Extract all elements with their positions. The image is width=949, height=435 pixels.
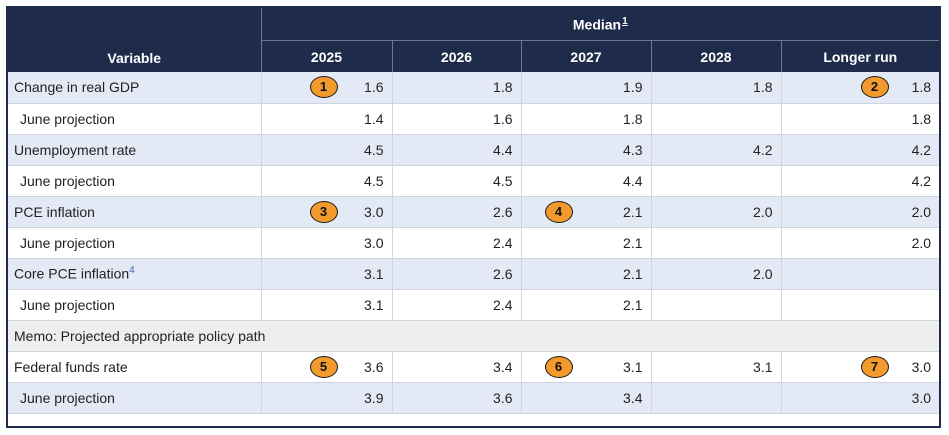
value-cell: 4.2 bbox=[780, 165, 939, 197]
value-cell: 1.8 bbox=[520, 103, 651, 135]
table-row-real-gdp: Change in real GDP 1 1.6 1.8 1.9 1.8 2 1.8 bbox=[8, 72, 939, 104]
value-cell: 1.6 bbox=[391, 103, 521, 135]
value-cell bbox=[650, 382, 781, 414]
value-cell: 2.6 bbox=[391, 196, 521, 228]
value-cell: 4 2.1 bbox=[520, 196, 651, 228]
callout-badge: 3 bbox=[309, 200, 338, 223]
row-label: Core PCE inflation4 bbox=[8, 258, 261, 290]
variable-column-header: Variable bbox=[8, 8, 261, 72]
value-cell: 2.0 bbox=[650, 196, 781, 228]
table-row-june-projection: June projection 3.9 3.6 3.4 3.0 bbox=[8, 382, 939, 414]
col-header-longer-run: Longer run bbox=[780, 40, 939, 72]
row-label: Federal funds rate bbox=[8, 351, 261, 383]
value-cell: 3.0 bbox=[780, 382, 939, 414]
median-header: Median1 bbox=[260, 8, 939, 41]
value-cell: 2 1.8 bbox=[780, 72, 939, 104]
median-footnote-link[interactable]: 1 bbox=[622, 15, 628, 27]
value-cell: 4.5 bbox=[260, 165, 392, 197]
value-cell: 7 3.0 bbox=[780, 351, 939, 383]
median-label: Median bbox=[572, 16, 622, 33]
value-cell: 4.4 bbox=[391, 134, 521, 166]
value-cell: 4.3 bbox=[520, 134, 651, 166]
value-cell: 6 3.1 bbox=[520, 351, 651, 383]
value-cell bbox=[650, 227, 781, 259]
table-row-unemployment: Unemployment rate 4.5 4.4 4.3 4.2 4.2 bbox=[8, 134, 939, 166]
value-cell: 4.5 bbox=[260, 134, 392, 166]
cell-value: 3.1 bbox=[623, 358, 643, 375]
table-row-federal-funds-rate: Federal funds rate 5 3.6 3.4 6 3.1 3.1 7 3.… bbox=[8, 351, 939, 383]
value-cell: 2.1 bbox=[520, 227, 651, 259]
col-header-2025: 2025 bbox=[260, 40, 392, 72]
table-row-pce-inflation: PCE inflation 3 3.0 2.6 4 2.1 2.0 2.0 bbox=[8, 196, 939, 228]
value-cell bbox=[650, 289, 781, 321]
value-cell: 3.1 bbox=[260, 258, 392, 290]
col-header-2027: 2027 bbox=[520, 40, 651, 72]
value-cell: 3.6 bbox=[391, 382, 521, 414]
value-cell: 3.1 bbox=[650, 351, 781, 383]
value-cell: 4.2 bbox=[650, 134, 781, 166]
projections-table: Variable Median1 2025 2026 2027 2028 Lon… bbox=[8, 8, 939, 414]
callout-badge: 5 bbox=[309, 355, 338, 378]
value-cell: 1 1.6 bbox=[260, 72, 392, 104]
table-row-june-projection: June projection 4.5 4.5 4.4 4.2 bbox=[8, 165, 939, 197]
table-row-june-projection: June projection 1.4 1.6 1.8 1.8 bbox=[8, 103, 939, 135]
value-cell: 5 3.6 bbox=[260, 351, 392, 383]
row-label-text: Core PCE inflation bbox=[14, 265, 130, 282]
value-cell: 2.1 bbox=[520, 258, 651, 290]
value-cell: 4.2 bbox=[780, 134, 939, 166]
projections-table-frame: Variable Median1 2025 2026 2027 2028 Lon… bbox=[6, 6, 941, 428]
row-label: PCE inflation bbox=[8, 196, 261, 228]
table-row-june-projection: June projection 3.0 2.4 2.1 2.0 bbox=[8, 227, 939, 259]
cell-value: 3.0 bbox=[364, 203, 384, 220]
col-header-2026: 2026 bbox=[391, 40, 521, 72]
row-label: Change in real GDP bbox=[8, 72, 261, 104]
row-label: Unemployment rate bbox=[8, 134, 261, 166]
value-cell: 4.5 bbox=[391, 165, 521, 197]
callout-badge: 4 bbox=[544, 200, 573, 223]
row-label: June projection bbox=[8, 227, 261, 259]
value-cell: 3.0 bbox=[260, 227, 392, 259]
value-cell: 1.8 bbox=[650, 72, 781, 104]
value-cell: 2.0 bbox=[650, 258, 781, 290]
table-row-memo: Memo: Projected appropriate policy path bbox=[8, 320, 939, 352]
memo-label: Memo: Projected appropriate policy path bbox=[8, 320, 939, 352]
value-cell: 3.1 bbox=[260, 289, 392, 321]
callout-badge: 7 bbox=[860, 355, 889, 378]
value-cell: 4.4 bbox=[520, 165, 651, 197]
row-label: June projection bbox=[8, 289, 261, 321]
row-label: June projection bbox=[8, 382, 261, 414]
row-label: June projection bbox=[8, 103, 261, 135]
value-cell: 2.0 bbox=[780, 227, 939, 259]
value-cell: 1.4 bbox=[260, 103, 392, 135]
callout-badge: 6 bbox=[544, 355, 573, 378]
callout-badge: 1 bbox=[309, 76, 338, 98]
value-cell: 3.4 bbox=[391, 351, 521, 383]
value-cell bbox=[780, 258, 939, 290]
cell-value: 3.6 bbox=[364, 358, 384, 375]
callout-badge: 2 bbox=[860, 76, 889, 98]
table-row-june-projection: June projection 3.1 2.4 2.1 bbox=[8, 289, 939, 321]
value-cell: 3.4 bbox=[520, 382, 651, 414]
row-label: June projection bbox=[8, 165, 261, 197]
footnote-link[interactable]: 4 bbox=[129, 265, 135, 277]
value-cell: 2.6 bbox=[391, 258, 521, 290]
value-cell: 3.9 bbox=[260, 382, 392, 414]
value-cell bbox=[650, 103, 781, 135]
cell-value: 3.0 bbox=[911, 358, 932, 375]
value-cell: 2.4 bbox=[391, 227, 521, 259]
value-cell: 2.4 bbox=[391, 289, 521, 321]
cell-value: 2.1 bbox=[623, 203, 643, 220]
value-cell: 1.9 bbox=[520, 72, 651, 104]
col-header-2028: 2028 bbox=[650, 40, 781, 72]
value-cell: 2.1 bbox=[520, 289, 651, 321]
value-cell: 1.8 bbox=[780, 103, 939, 135]
table-row-core-pce-inflation: Core PCE inflation4 3.1 2.6 2.1 2.0 bbox=[8, 258, 939, 290]
value-cell: 3 3.0 bbox=[260, 196, 392, 228]
value-cell: 1.8 bbox=[391, 72, 521, 104]
value-cell: 2.0 bbox=[780, 196, 939, 228]
value-cell bbox=[650, 165, 781, 197]
cell-value: 1.8 bbox=[911, 79, 932, 96]
cell-value: 1.6 bbox=[364, 79, 384, 96]
value-cell bbox=[780, 289, 939, 321]
